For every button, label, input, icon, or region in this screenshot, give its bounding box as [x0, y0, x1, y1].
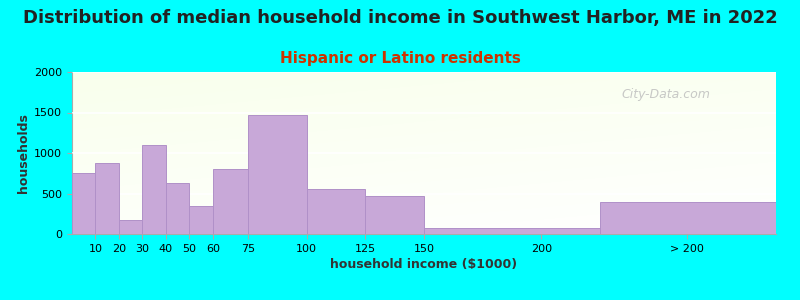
Bar	[248, 115, 306, 234]
Bar	[142, 145, 166, 234]
Bar	[72, 173, 95, 234]
Y-axis label: households: households	[17, 113, 30, 193]
Text: City-Data.com: City-Data.com	[621, 88, 710, 101]
Bar	[119, 220, 142, 234]
Bar	[424, 228, 600, 234]
Text: Hispanic or Latino residents: Hispanic or Latino residents	[279, 51, 521, 66]
Text: Distribution of median household income in Southwest Harbor, ME in 2022: Distribution of median household income …	[22, 9, 778, 27]
Bar	[366, 196, 424, 234]
Bar	[166, 183, 190, 234]
X-axis label: household income ($1000): household income ($1000)	[330, 258, 518, 271]
Bar	[600, 202, 776, 234]
Bar	[95, 163, 119, 234]
Bar	[190, 206, 213, 234]
Bar	[213, 169, 248, 234]
Bar	[306, 190, 366, 234]
